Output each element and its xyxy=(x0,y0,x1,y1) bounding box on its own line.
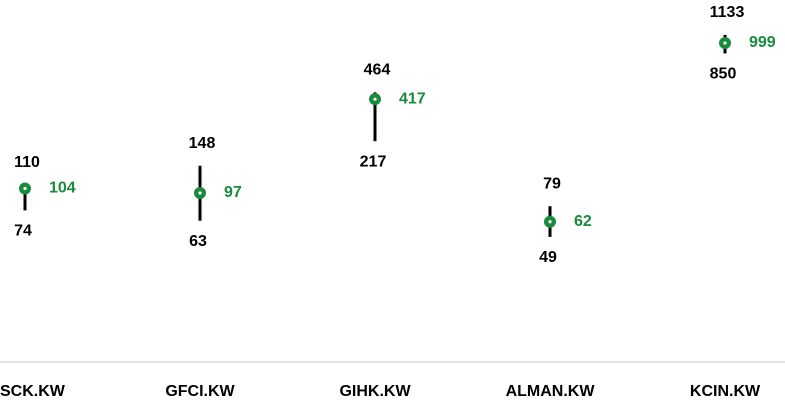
x-tick-label: KCIN.KW xyxy=(690,383,761,400)
low-label: 63 xyxy=(189,233,207,250)
x-tick-label: ALMAN.KW xyxy=(506,383,596,400)
low-label: 49 xyxy=(539,249,557,266)
value-marker-center xyxy=(23,186,27,191)
low-label: 74 xyxy=(14,223,32,240)
high-label: 148 xyxy=(189,135,216,152)
high-label: 1133 xyxy=(710,4,745,21)
high-label: 79 xyxy=(543,175,561,192)
high-label: 464 xyxy=(364,62,391,79)
value-label: 97 xyxy=(224,184,242,201)
value-label: 417 xyxy=(399,90,426,107)
x-tick-label: GFCI.KW xyxy=(165,383,235,400)
value-marker-center xyxy=(723,41,727,45)
value-marker-center xyxy=(548,220,552,224)
value-label: 104 xyxy=(49,180,76,197)
x-tick-label: GIHK.KW xyxy=(339,383,411,400)
low-label: 217 xyxy=(360,153,387,170)
x-tick-label: SCK.KW xyxy=(0,383,66,400)
value-marker-center xyxy=(198,191,202,195)
high-label: 110 xyxy=(14,154,40,171)
value-label: 62 xyxy=(574,213,592,230)
value-marker-center xyxy=(373,97,377,101)
value-label: 999 xyxy=(749,34,776,51)
low-label: 850 xyxy=(710,66,737,83)
